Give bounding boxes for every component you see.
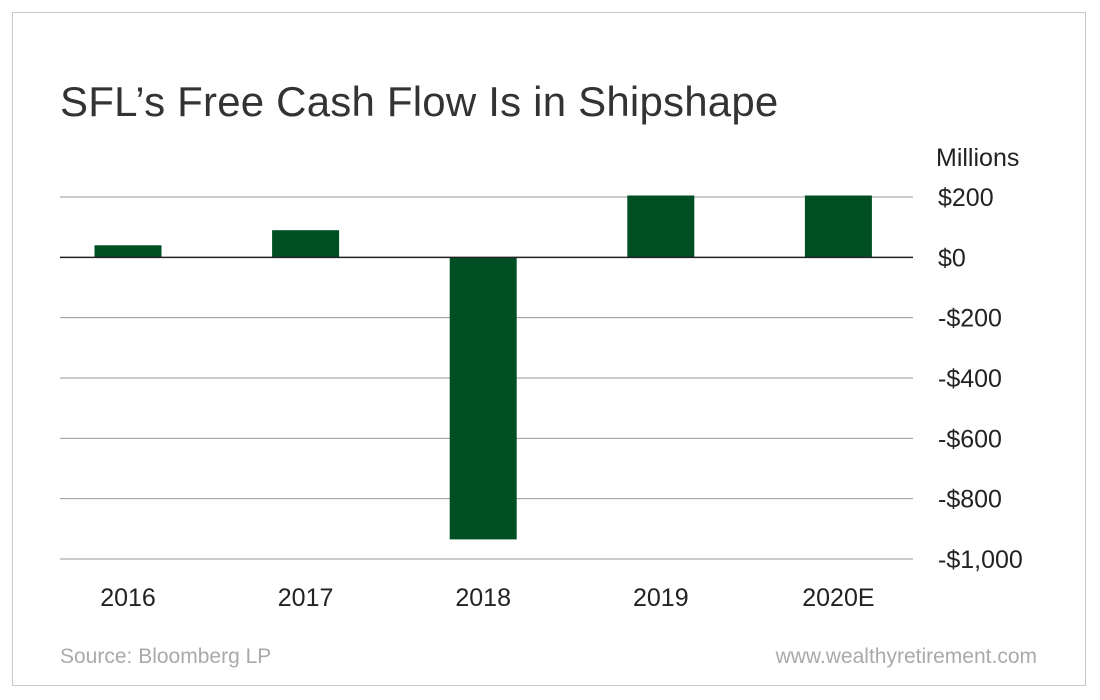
bar-2017 xyxy=(272,230,340,258)
x-tick-labels: 2016 2017 2018 2019 2020E xyxy=(100,584,874,612)
x-tick-label: 2018 xyxy=(455,584,511,612)
y-tick-label: -$1,000 xyxy=(938,546,1023,574)
chart-title: SFL’s Free Cash Flow Is in Shipshape xyxy=(60,78,779,125)
x-tick-label: 2017 xyxy=(278,584,334,612)
x-tick-label: 2020E xyxy=(802,584,874,612)
bar-2019 xyxy=(627,195,695,258)
bar-2016 xyxy=(94,245,162,258)
bar-2020e xyxy=(804,195,872,258)
y-tick-label: -$600 xyxy=(938,425,1002,453)
bars xyxy=(94,195,872,540)
website-credit: www.wealthyretirement.com xyxy=(775,645,1037,668)
source-note: Source: Bloomberg LP xyxy=(60,645,272,668)
y-tick-labels: $200 $0 -$200 -$400 -$600 -$800 -$1,000 xyxy=(938,184,1023,574)
x-tick-label: 2019 xyxy=(633,584,689,612)
y-tick-label: $0 xyxy=(938,244,966,272)
y-tick-label: $200 xyxy=(938,184,994,212)
chart-frame xyxy=(12,12,1086,686)
x-tick-label: 2016 xyxy=(100,584,156,612)
y-tick-label: -$400 xyxy=(938,365,1002,393)
unit-label: Millions xyxy=(936,144,1020,172)
y-tick-label: -$200 xyxy=(938,305,1002,333)
bar-2018 xyxy=(449,257,517,540)
y-tick-label: -$800 xyxy=(938,486,1002,514)
